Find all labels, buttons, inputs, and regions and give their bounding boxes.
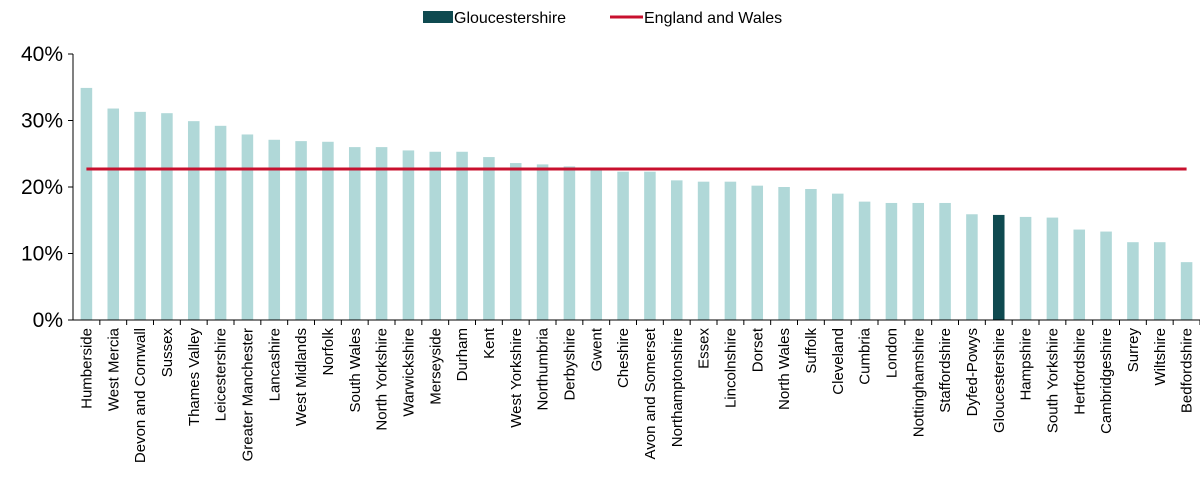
x-tick-label: Essex [696, 328, 713, 369]
bar-sussex [161, 113, 173, 320]
x-tick-label: Gloucestershire [991, 328, 1008, 433]
bar-leicestershire [214, 125, 227, 320]
x-tick-label: Sussex [159, 328, 176, 378]
x-tick-label: Dyfed-Powys [964, 328, 981, 416]
x-tick-label: South Wales [347, 328, 364, 413]
x-tick-label: Nottinghamshire [910, 328, 927, 437]
bar-surrey [1127, 242, 1139, 320]
bar-gloucestershire [992, 214, 1005, 320]
y-axis: 0% 10% 20% 30% 40% [21, 43, 74, 332]
x-tick-label: Lancashire [266, 328, 283, 401]
bar-dyfed-powys [966, 214, 978, 320]
bar-gwent [590, 167, 603, 320]
legend-label-highlight: Gloucestershire [454, 10, 566, 27]
bar-dorset [751, 185, 764, 320]
bar-warwickshire [402, 150, 415, 320]
bar-south-wales [348, 147, 361, 320]
bar-nottinghamshire [912, 202, 925, 320]
y-tick-label: 40% [21, 43, 63, 66]
x-tick-label: Greater Manchester [239, 328, 256, 461]
bar-greater-manchester [241, 134, 254, 320]
bar-north-wales [778, 187, 790, 320]
x-tick-label: Cleveland [830, 328, 847, 395]
bar-wiltshire [1153, 242, 1166, 320]
x-tick-label: London [883, 328, 900, 378]
x-tick-label: Merseyside [427, 328, 444, 405]
y-tick-label: 20% [21, 176, 63, 199]
bar-cleveland [831, 193, 844, 320]
x-tick-label: Warwickshire [400, 328, 417, 417]
bar-bedfordshire [1180, 262, 1193, 320]
bar-devon-and-cornwall [134, 111, 146, 320]
bar-cambridgeshire [1100, 231, 1112, 320]
x-tick-label: Durham [454, 328, 471, 381]
x-tick-label: Suffolk [803, 328, 820, 374]
bar-avon-and-somerset [644, 171, 656, 320]
x-tick-label: Cheshire [615, 328, 632, 388]
y-tick-label: 10% [21, 243, 63, 266]
bar-hertfordshire [1073, 229, 1086, 320]
bar-north-yorkshire [375, 147, 388, 320]
x-tick-label: North Wales [776, 328, 793, 410]
bar-northamptonshire [670, 180, 683, 320]
x-tick-label: West Midlands [293, 328, 310, 426]
bar-west-yorkshire [509, 163, 522, 320]
x-tick-label: Northamptonshire [669, 328, 686, 447]
bar-northumbria [536, 164, 549, 320]
x-tick-label: Hertfordshire [1071, 328, 1088, 415]
x-tick-label: Devon and Cornwall [132, 328, 149, 463]
bar-suffolk [805, 188, 817, 320]
legend-bar-swatch [423, 11, 453, 23]
x-tick-label: Thames Valley [186, 328, 203, 427]
y-tick-label: 30% [21, 110, 63, 133]
x-tick-label: West Mercia [105, 327, 122, 411]
x-tick-label: Bedfordshire [1179, 328, 1196, 413]
bar-london [885, 202, 898, 320]
bar-lincolnshire [724, 181, 737, 320]
bar-staffordshire [939, 202, 951, 320]
x-tick-label: Leicestershire [213, 328, 230, 421]
x-tick-label: Derbyshire [561, 328, 578, 401]
x-tick-label: Avon and Somerset [642, 327, 659, 459]
x-tick-label: West Yorkshire [508, 328, 525, 428]
legend: Gloucestershire England and Wales [423, 10, 782, 27]
bar-cumbria [858, 201, 871, 320]
y-tick-label: 0% [33, 309, 63, 332]
bar-west-mercia [107, 108, 120, 320]
x-tick-label: Dorset [749, 327, 766, 372]
bar-norfolk [322, 141, 334, 320]
bars [80, 87, 1193, 320]
bar-lancashire [268, 139, 281, 320]
bar-thames-valley [187, 121, 200, 320]
x-tick-label: South Yorkshire [1044, 328, 1061, 433]
x-tick-label: Cumbria [857, 327, 874, 384]
x-tick-label: Northumbria [535, 327, 552, 410]
x-tick-label: North Yorkshire [374, 328, 391, 431]
x-tick-label: Hampshire [1018, 328, 1035, 401]
x-axis: Humberside West Mercia Devon and Cornwall S… [73, 319, 1200, 463]
bar-durham [456, 151, 468, 320]
bar-cheshire [617, 171, 629, 320]
x-tick-label: Norfolk [320, 328, 337, 376]
bar-south-yorkshire [1046, 217, 1059, 320]
x-tick-label: Humberside [78, 328, 95, 409]
x-tick-label: Gwent [588, 327, 605, 371]
x-tick-label: Kent [481, 327, 498, 359]
x-tick-label: Surrey [1125, 328, 1142, 373]
bar-west-midlands [295, 141, 307, 320]
x-tick-label: Wiltshire [1152, 328, 1169, 386]
bar-humberside [80, 87, 93, 320]
legend-label-reference: England and Wales [644, 10, 782, 27]
bar-hampshire [1019, 216, 1032, 320]
x-tick-label: Cambridgeshire [1098, 328, 1115, 434]
bar-kent [483, 157, 495, 320]
x-tick-label: Staffordshire [937, 328, 954, 413]
bar-merseyside [429, 151, 442, 320]
bar-essex [697, 181, 710, 320]
bar-derbyshire [563, 166, 576, 320]
x-tick-label: Lincolnshire [722, 328, 739, 408]
